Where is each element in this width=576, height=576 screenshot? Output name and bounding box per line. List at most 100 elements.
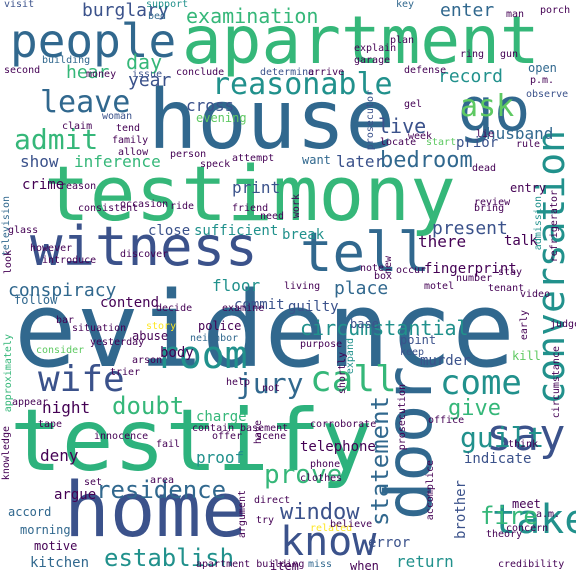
word-believe: believe: [330, 519, 373, 530]
word-consistent: consistent: [78, 203, 139, 214]
word-prove: prove: [264, 460, 343, 490]
word-area: area: [150, 475, 175, 486]
word-call: call: [310, 359, 397, 400]
word-person: person: [170, 149, 207, 160]
word-evidence: evidence: [14, 269, 515, 391]
word-arrive: arrive: [308, 67, 345, 78]
word-phone: phone: [310, 459, 341, 470]
word-husband: husband: [486, 124, 554, 143]
word-prosecution: prosecution: [397, 384, 408, 451]
word-later: later: [336, 152, 385, 171]
word-gun: gun: [500, 49, 519, 60]
word-when: when: [350, 559, 379, 573]
word-consider: consider: [36, 345, 85, 356]
word-there: there: [418, 232, 467, 251]
word-give: give: [448, 396, 501, 421]
word-indicate: indicate: [464, 451, 532, 467]
word-story: story: [146, 321, 177, 332]
word-apartment: apartment: [182, 2, 540, 79]
word-proof: proof: [196, 448, 245, 467]
word-number: number: [456, 273, 493, 284]
word-come: come: [440, 363, 522, 403]
word-look: look: [3, 250, 14, 275]
word-apartment-building: apartment building: [196, 559, 305, 570]
word-deny: deny: [40, 446, 79, 465]
word-wife: wife: [38, 359, 125, 400]
word-floor: floor: [212, 276, 261, 295]
word-night: night: [42, 398, 91, 417]
word-glass: glass: [8, 225, 39, 236]
word-speck: speck: [200, 159, 231, 170]
word-innocence: innocence: [94, 431, 149, 442]
word-credibility: credibility: [498, 559, 565, 570]
word-arson: arson: [132, 355, 163, 366]
word-examination: examination: [186, 4, 319, 28]
word-explain: explain: [354, 43, 397, 54]
word-evening: evening: [196, 111, 247, 125]
word-attempt: attempt: [232, 153, 275, 164]
word-knowledge: knowledge: [1, 426, 12, 481]
word-work: work: [291, 194, 302, 219]
word-family: family: [112, 135, 149, 146]
word-day: day: [126, 50, 163, 74]
word-miss: miss: [308, 559, 333, 570]
word-basement: basement: [240, 423, 289, 434]
word-lie: lie: [476, 129, 495, 140]
word-brother: brother: [453, 480, 469, 540]
word-think: think: [508, 439, 539, 450]
word-key: key: [396, 0, 415, 10]
word-people: people: [10, 14, 177, 68]
word-know: know: [280, 519, 377, 565]
word-enter: enter: [440, 0, 495, 21]
word-bar: bar: [56, 315, 75, 326]
word-neighbor: neighbor: [190, 333, 239, 344]
word-prior: prior: [456, 135, 499, 151]
word-stay: stay: [498, 267, 523, 278]
word-expand: expand: [345, 338, 356, 375]
word-porch: porch: [540, 5, 571, 16]
word-corroborate: corroborate: [310, 419, 377, 430]
word-reason: reason: [60, 181, 97, 192]
word-defense: defense: [404, 65, 447, 76]
word-contain: contain: [192, 423, 235, 434]
word-dead: dead: [472, 163, 497, 174]
word-claim: claim: [62, 121, 93, 132]
word-record: record: [438, 66, 504, 87]
word-start: start: [426, 137, 457, 148]
word-situation: situation: [72, 323, 127, 334]
word-ride: ride: [170, 201, 195, 212]
word-admission: admission: [533, 196, 544, 251]
word-discover: discover: [120, 249, 169, 260]
word-tape: tape: [38, 419, 63, 430]
word-body: body: [160, 345, 194, 361]
word-burglary: burglary: [82, 0, 169, 21]
word-present: present: [432, 218, 508, 239]
word-live: live: [378, 114, 427, 138]
word-kill: kill: [512, 349, 541, 363]
word-witness: witness: [30, 215, 258, 278]
word-guilt: guilt: [460, 421, 545, 454]
word-tell: tell: [300, 221, 431, 284]
word-entry: entry: [510, 181, 547, 195]
word-office: office: [428, 415, 465, 426]
word-week: week: [408, 131, 433, 142]
word-determine: determine: [260, 67, 315, 78]
word-point: point: [400, 333, 437, 347]
word-jury: jury: [236, 367, 304, 400]
word-new: new: [383, 256, 394, 275]
word-decide: decide: [156, 303, 193, 314]
word-yesterday: yesterday: [90, 337, 145, 348]
word-purpose: purpose: [300, 339, 343, 350]
word-conclude: conclude: [176, 67, 225, 78]
word-however: however: [30, 243, 73, 254]
word-establish: establish: [104, 544, 235, 572]
word-motel: motel: [424, 281, 455, 292]
word-appear: appear: [12, 397, 49, 408]
word-say: say: [486, 410, 566, 461]
word-help: help: [226, 377, 251, 388]
word-kitchen: kitchen: [30, 555, 90, 571]
word-return: return: [396, 552, 454, 571]
word-inference: inference: [74, 152, 161, 171]
word-ask: ask: [460, 89, 515, 124]
